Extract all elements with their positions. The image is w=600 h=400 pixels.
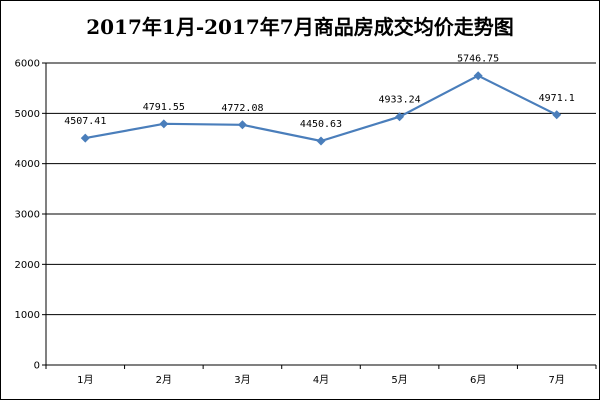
data-point-marker bbox=[159, 119, 169, 129]
data-labels: 4507.41 4791.55 4772.08 4450.63 4933.24 5746.… bbox=[64, 54, 575, 130]
data-label: 4450.63 bbox=[300, 119, 342, 130]
y-tick-label: 4000 bbox=[15, 159, 40, 170]
data-label: 5746.75 bbox=[457, 54, 499, 65]
gridlines bbox=[46, 62, 596, 316]
data-label: 4933.24 bbox=[378, 95, 420, 106]
x-tick-labels: 1月 2月 3月 4月 5月 6月 7月 bbox=[77, 374, 565, 386]
y-tick-label: 1000 bbox=[15, 310, 40, 321]
data-label: 4791.55 bbox=[143, 102, 185, 113]
axes bbox=[42, 62, 597, 369]
series-layer bbox=[80, 71, 562, 146]
x-tick-label: 3月 bbox=[234, 374, 250, 386]
x-tick-label: 1月 bbox=[77, 374, 93, 386]
y-tick-label: 2000 bbox=[15, 260, 40, 271]
x-tick-label: 4月 bbox=[313, 374, 329, 386]
y-tick-label: 0 bbox=[34, 361, 40, 372]
x-tick-label: 7月 bbox=[549, 374, 565, 386]
data-point-marker bbox=[473, 71, 483, 81]
x-tick-label: 5月 bbox=[391, 374, 407, 386]
y-tick-label: 6000 bbox=[15, 59, 40, 70]
data-point-marker bbox=[316, 136, 326, 146]
chart-title: 2017年1月-2017年7月商品房成交均价走势图 bbox=[86, 15, 513, 39]
data-point-marker bbox=[552, 110, 562, 120]
data-point-marker bbox=[395, 112, 405, 122]
y-tick-labels: 0 1000 2000 3000 4000 5000 6000 bbox=[15, 59, 40, 372]
y-tick-label: 3000 bbox=[15, 210, 40, 221]
x-tick-label: 6月 bbox=[470, 374, 486, 386]
data-label: 4971.1 bbox=[539, 93, 575, 104]
y-tick-label: 5000 bbox=[15, 109, 40, 120]
data-label: 4772.08 bbox=[221, 103, 263, 114]
data-point-marker bbox=[237, 120, 247, 130]
x-tick-label: 2月 bbox=[156, 374, 172, 386]
data-point-marker bbox=[80, 133, 90, 143]
data-label: 4507.41 bbox=[64, 116, 106, 127]
